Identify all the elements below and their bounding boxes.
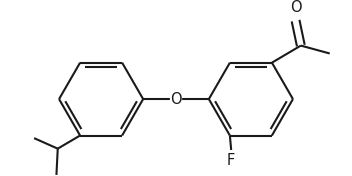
Text: F: F: [227, 153, 235, 168]
Text: O: O: [290, 0, 301, 15]
Text: O: O: [170, 92, 182, 107]
